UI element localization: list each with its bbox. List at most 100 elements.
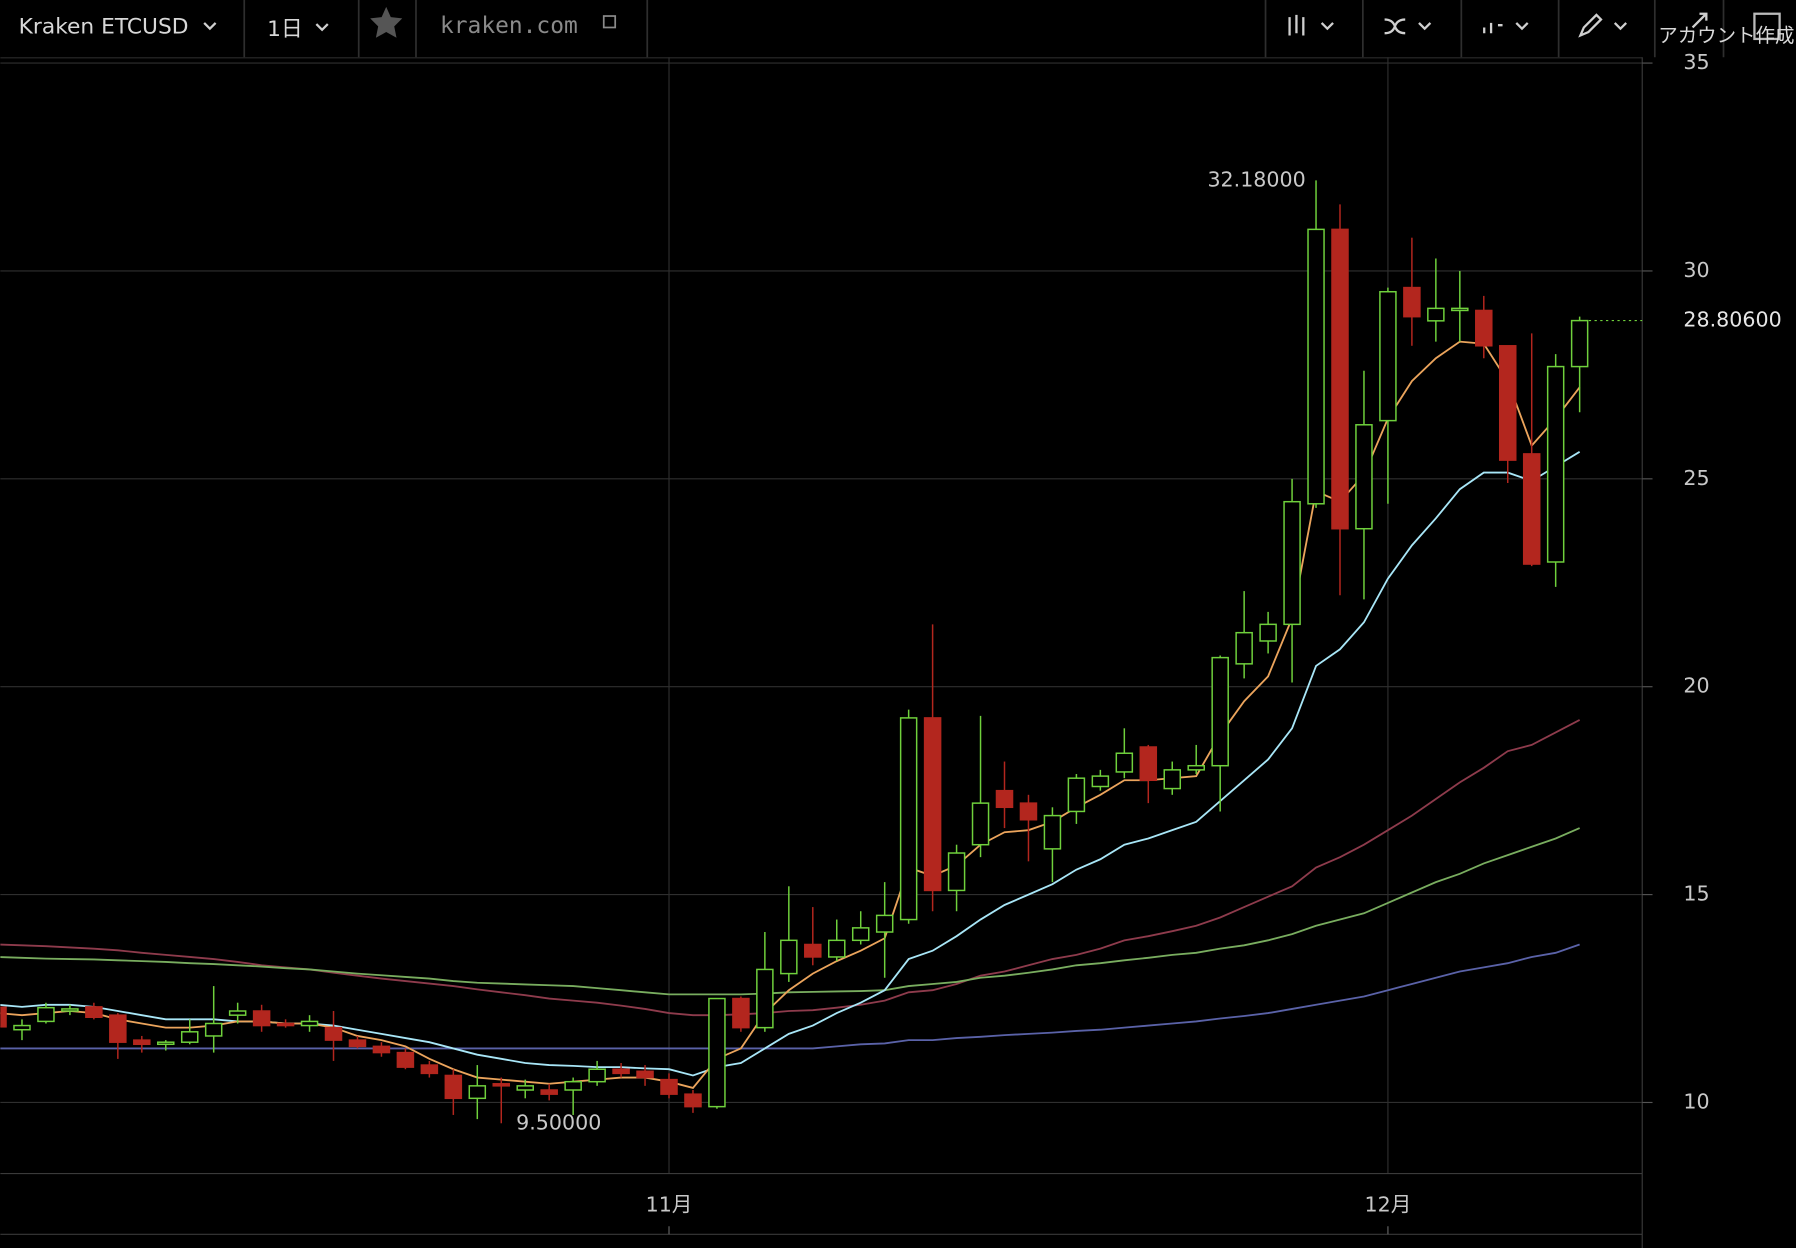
candle-body — [420, 1064, 439, 1075]
candle-body — [300, 1020, 319, 1027]
chevron — [1515, 22, 1529, 31]
candle-body — [1475, 309, 1493, 347]
candle-body — [851, 927, 870, 942]
candle-body — [37, 1006, 55, 1023]
candle-body — [1379, 290, 1397, 422]
moving-average — [0, 943, 1580, 1050]
chevron — [203, 22, 217, 31]
candle-body — [804, 943, 822, 958]
star-icon[interactable] — [370, 6, 403, 38]
candle-body — [1403, 286, 1421, 318]
candle-body — [971, 802, 990, 846]
candle-body — [1307, 228, 1325, 505]
moving-average — [0, 719, 1581, 1017]
moving-average — [0, 827, 1581, 996]
candle-body — [947, 852, 966, 892]
candle-body — [1235, 631, 1253, 665]
interval[interactable]: 1日 — [267, 17, 303, 42]
candle-body — [1522, 453, 1541, 565]
y-tick-label: 20 — [1683, 674, 1709, 698]
candle-body — [276, 1022, 295, 1027]
candle-body — [684, 1093, 702, 1108]
candle-body — [1139, 746, 1158, 782]
candle-body — [636, 1070, 654, 1079]
candle-body — [1451, 307, 1469, 312]
indicators-icon[interactable] — [1384, 18, 1406, 35]
candle-body — [1355, 424, 1373, 530]
draw-icon[interactable] — [1578, 13, 1603, 38]
compare-icon[interactable] — [1483, 22, 1503, 34]
account-link[interactable]: アカウント作成 — [1658, 24, 1794, 47]
chevron — [1418, 22, 1432, 31]
candle-body — [0, 1006, 7, 1028]
axes: 10 15 20 25 30 35 11月 12月 — [0, 50, 1710, 1248]
candle-body — [1211, 656, 1229, 767]
candle-body — [157, 1041, 175, 1046]
candle-body — [1091, 775, 1110, 788]
candle-body — [732, 997, 750, 1029]
fullscreen-icon[interactable] — [1691, 12, 1708, 29]
low-label: 9.50000 — [516, 1110, 601, 1134]
candle-body — [923, 717, 942, 892]
candle-body — [109, 1014, 127, 1043]
y-tick-label: 15 — [1683, 882, 1709, 906]
candle-body — [899, 717, 918, 921]
y-tick-label: 10 — [1683, 1089, 1709, 1113]
candle-body — [133, 1039, 151, 1046]
candle-body — [396, 1051, 415, 1068]
candle-body — [995, 789, 1014, 809]
x-tick-label: 11月 — [646, 1193, 693, 1217]
candle-body — [1427, 307, 1445, 322]
settings-icon[interactable] — [1753, 12, 1781, 41]
plot-area — [0, 180, 1589, 1124]
candle-body — [252, 1010, 271, 1027]
candle-body — [85, 1006, 103, 1018]
candle-body — [708, 997, 726, 1108]
candles-icon[interactable] — [1288, 14, 1305, 36]
account-clip: アカウント作成 — [1658, 24, 1794, 47]
candle-body — [492, 1083, 511, 1087]
candle-body — [1259, 623, 1277, 642]
chevron — [1320, 22, 1334, 31]
candle-body — [516, 1085, 534, 1091]
candle-body — [827, 939, 846, 958]
candle-body — [444, 1074, 463, 1100]
candle-body — [204, 1022, 223, 1037]
popout-icon — [602, 15, 617, 29]
candle-body — [1187, 764, 1205, 771]
candle-body — [468, 1085, 487, 1100]
candle-body — [780, 939, 798, 975]
candle-body — [756, 968, 774, 1029]
high-label: 32.18000 — [1207, 167, 1305, 191]
candle-body — [1546, 365, 1565, 563]
candle-body — [1498, 345, 1517, 461]
grid — [0, 57, 1643, 1174]
chevron — [315, 23, 329, 32]
candle-body — [348, 1039, 367, 1048]
chevron — [1613, 22, 1628, 31]
y-tick-label: 30 — [1683, 258, 1709, 282]
candle-body — [372, 1045, 391, 1054]
candle-body — [875, 914, 894, 933]
candle-body — [1115, 752, 1134, 773]
candle-body — [1067, 777, 1086, 813]
candle-body — [1283, 500, 1301, 626]
x-tick-label: 12月 — [1365, 1193, 1412, 1217]
toolbar: Kraken ETCUSD 1日 kraken.com アカウント作成 — [0, 0, 1794, 59]
source[interactable]: kraken.com — [440, 13, 578, 39]
candle-body — [1331, 228, 1349, 530]
candle-body — [1019, 802, 1038, 821]
candle-body — [228, 1010, 247, 1016]
candle-body — [1163, 769, 1182, 790]
candle-body — [1043, 814, 1062, 850]
candle-body — [13, 1024, 31, 1031]
candle-body — [660, 1078, 678, 1095]
last-price-label: 28.80600 — [1683, 308, 1781, 332]
y-tick-label: 25 — [1683, 466, 1709, 490]
candle-body — [61, 1008, 79, 1012]
symbol[interactable]: Kraken ETCUSD — [19, 14, 189, 39]
candle-body — [1570, 319, 1589, 368]
